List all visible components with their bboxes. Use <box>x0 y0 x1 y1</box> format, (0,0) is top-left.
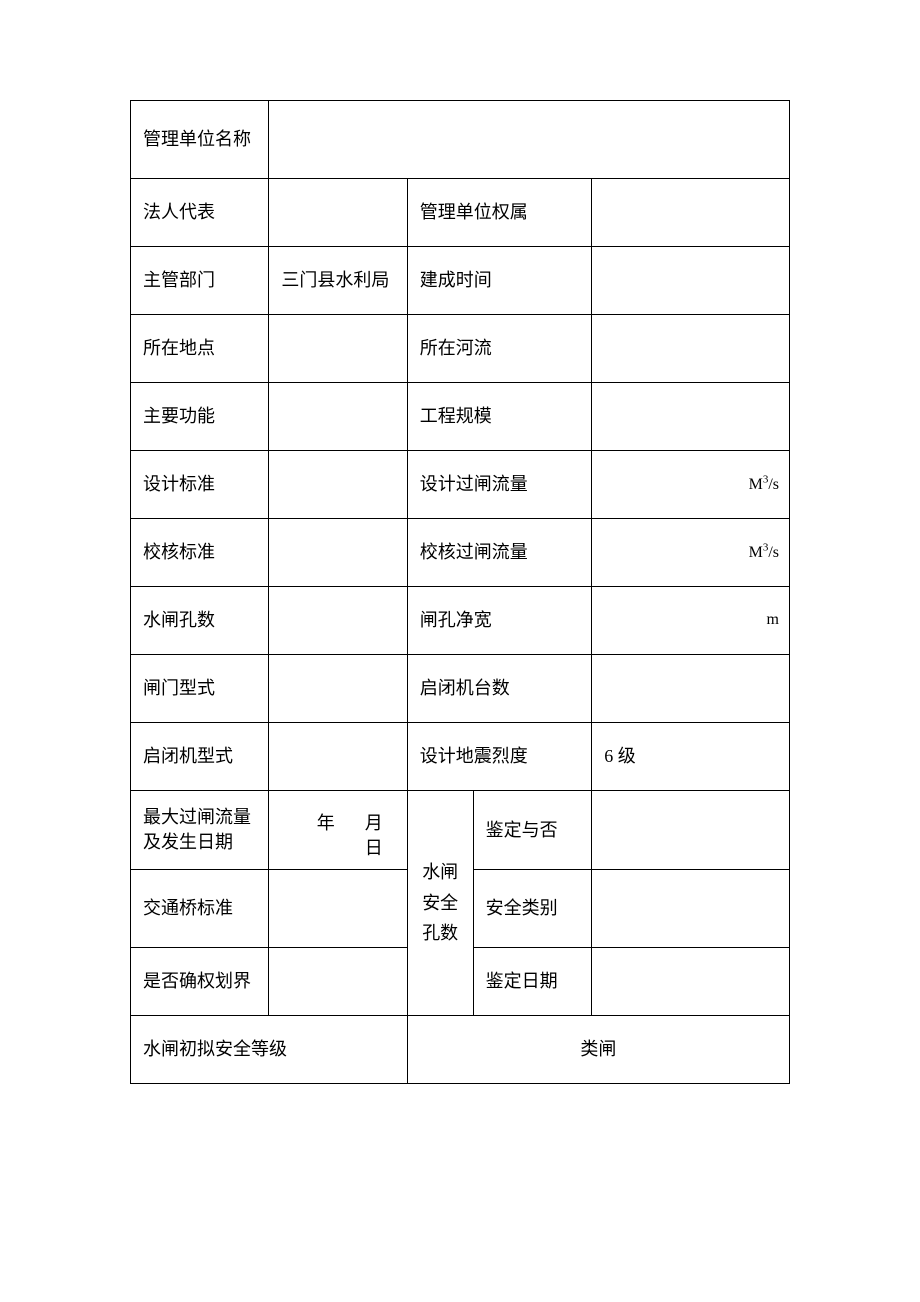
value-hoist-type <box>269 723 407 791</box>
value-project-scale <box>592 383 790 451</box>
table-row: 最大过闸流量及发生日期 年 月 日 水闸安全孔数 鉴定与否 <box>131 791 790 870</box>
label-hoist-type: 启闭机型式 <box>131 723 269 791</box>
value-max-flow-date: 年 月 日 <box>269 791 407 870</box>
value-hoist-count <box>592 655 790 723</box>
value-check-flow: M3/s <box>592 519 790 587</box>
value-gate-type <box>269 655 407 723</box>
value-gate-count <box>269 587 407 655</box>
label-safety-category: 安全类别 <box>473 870 592 948</box>
value-assessment-date <box>592 948 790 1016</box>
table-row: 所在地点 所在河流 <box>131 315 790 383</box>
table-row: 设计标准 设计过闸流量 M3/s <box>131 451 790 519</box>
table-row: 启闭机型式 设计地震烈度 6 级 <box>131 723 790 791</box>
value-preliminary-safety-grade: 类闸 <box>407 1016 789 1084</box>
label-gate-type: 闸门型式 <box>131 655 269 723</box>
label-management-unit-name: 管理单位名称 <box>131 101 269 179</box>
label-max-flow-date: 最大过闸流量及发生日期 <box>131 791 269 870</box>
table-row: 水闸初拟安全等级 类闸 <box>131 1016 790 1084</box>
label-gate-width: 闸孔净宽 <box>407 587 592 655</box>
label-location: 所在地点 <box>131 315 269 383</box>
label-preliminary-safety-grade: 水闸初拟安全等级 <box>131 1016 408 1084</box>
value-management-unit-name <box>269 101 790 179</box>
table-row: 主要功能 工程规模 <box>131 383 790 451</box>
label-main-function: 主要功能 <box>131 383 269 451</box>
value-unit-ownership <box>592 179 790 247</box>
label-river: 所在河流 <box>407 315 592 383</box>
value-seismic-intensity: 6 级 <box>592 723 790 791</box>
unit-m3s: M3/s <box>749 544 779 561</box>
table-row: 水闸孔数 闸孔净宽 m <box>131 587 790 655</box>
label-assessed-or-not: 鉴定与否 <box>473 791 592 870</box>
label-supervisor-dept: 主管部门 <box>131 247 269 315</box>
unit-m3s: M3/s <box>749 476 779 493</box>
value-completion-time <box>592 247 790 315</box>
value-assessed-or-not <box>592 791 790 870</box>
value-river <box>592 315 790 383</box>
table-row: 法人代表 管理单位权属 <box>131 179 790 247</box>
label-project-scale: 工程规模 <box>407 383 592 451</box>
label-assessment-date: 鉴定日期 <box>473 948 592 1016</box>
value-legal-rep <box>269 179 407 247</box>
label-check-flow: 校核过闸流量 <box>407 519 592 587</box>
label-design-standard: 设计标准 <box>131 451 269 519</box>
value-design-standard <box>269 451 407 519</box>
label-gate-count: 水闸孔数 <box>131 587 269 655</box>
value-gate-width: m <box>592 587 790 655</box>
label-hoist-count: 启闭机台数 <box>407 655 592 723</box>
value-supervisor-dept: 三门县水利局 <box>269 247 407 315</box>
value-safety-category <box>592 870 790 948</box>
value-main-function <box>269 383 407 451</box>
label-completion-time: 建成时间 <box>407 247 592 315</box>
value-rights-demarcation <box>269 948 407 1016</box>
date-template: 年 月 日 <box>317 813 413 858</box>
table-row: 校核标准 校核过闸流量 M3/s <box>131 519 790 587</box>
label-safety-holes-group: 水闸安全孔数 <box>407 791 473 1016</box>
value-check-standard <box>269 519 407 587</box>
value-design-flow: M3/s <box>592 451 790 519</box>
label-design-flow: 设计过闸流量 <box>407 451 592 519</box>
table-row: 闸门型式 启闭机台数 <box>131 655 790 723</box>
form-table: 管理单位名称 法人代表 管理单位权属 主管部门 三门县水利局 建成时间 所在地点… <box>130 100 790 1084</box>
label-check-standard: 校核标准 <box>131 519 269 587</box>
label-legal-rep: 法人代表 <box>131 179 269 247</box>
value-bridge-standard <box>269 870 407 948</box>
table-row: 管理单位名称 <box>131 101 790 179</box>
label-rights-demarcation: 是否确权划界 <box>131 948 269 1016</box>
table-row: 主管部门 三门县水利局 建成时间 <box>131 247 790 315</box>
label-unit-ownership: 管理单位权属 <box>407 179 592 247</box>
label-bridge-standard: 交通桥标准 <box>131 870 269 948</box>
value-location <box>269 315 407 383</box>
label-seismic-intensity: 设计地震烈度 <box>407 723 592 791</box>
